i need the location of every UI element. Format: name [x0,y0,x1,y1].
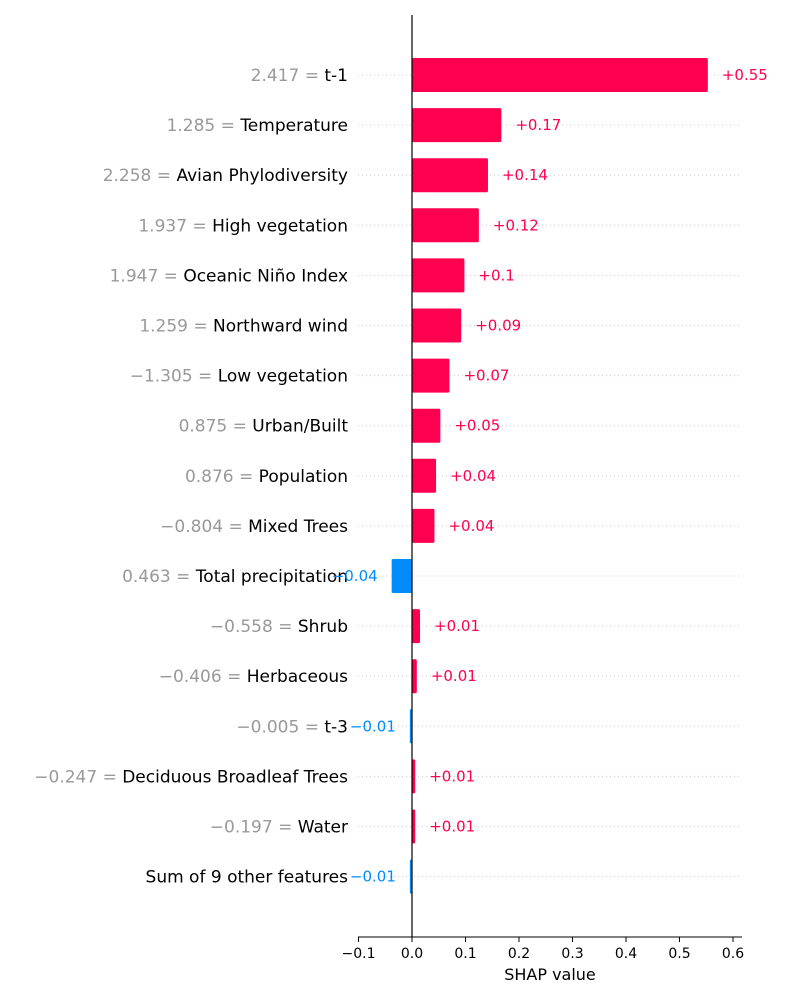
data-label: +0.01 [431,667,477,685]
bar-5 [412,308,462,343]
x-tick-label: −0.1 [342,946,376,962]
feature-label: 0.876 = Population [185,467,348,487]
x-axis-title: SHAP value [504,965,596,984]
feature-name: Shrub [298,617,348,637]
x-tick-label: 0.1 [454,946,476,962]
bar-3 [412,208,479,243]
feature-label: 2.258 = Avian Phylodiversity [103,166,348,186]
feature-value: 1.947 = [110,266,184,286]
feature-name: High vegetation [212,216,348,236]
data-label: +0.04 [450,467,496,485]
data-label: +0.05 [454,417,500,435]
feature-value: −0.197 = [210,818,298,838]
feature-value: −0.005 = [236,717,324,737]
x-tick-label: 0.3 [561,946,583,962]
feature-value: 1.937 = [138,216,212,236]
feature-value: 2.258 = [103,166,177,186]
feature-label: Sum of 9 other features [146,868,349,888]
feature-label: 1.937 = High vegetation [138,216,348,236]
data-label: +0.12 [493,216,539,234]
x-tick-label: 0.2 [508,946,530,962]
feature-label: −1.305 = Low vegetation [130,367,348,387]
bar-layer [391,58,708,894]
bar-15 [412,809,416,844]
data-label: +0.09 [475,317,521,335]
feature-label: 1.947 = Oceanic Niño Index [110,266,348,286]
feature-value: 0.875 = [179,417,253,437]
feature-label: 0.463 = Total precipitation [122,567,348,587]
feature-label: −0.247 = Deciduous Broadleaf Trees [34,767,348,787]
data-label: +0.07 [463,367,509,385]
bar-2 [412,158,488,193]
data-label: −0.04 [332,567,378,585]
feature-name: Water [298,818,348,838]
feature-name: t-3 [324,717,348,737]
bar-0 [412,58,708,92]
feature-name: Deciduous Broadleaf Trees [122,767,348,787]
feature-name: Avian Phylodiversity [176,166,348,186]
label-layer: 2.417 = t-1 +0.55 1.285 = Temperature +0.17… [34,66,768,888]
feature-label: −0.005 = t-3 [236,717,348,737]
feature-name: Total precipitation [195,567,348,587]
bar-4 [412,258,465,293]
tick-layer: −0.1 0.0 0.1 0.2 0.3 0.4 0.5 0.6 [342,937,744,962]
bar-9 [412,508,435,543]
bar-8 [412,458,437,493]
bar-1 [412,108,502,143]
feature-label: −0.406 = Herbaceous [159,667,348,687]
data-label: −0.01 [350,868,396,886]
x-tick-label: 0.6 [722,946,744,962]
data-label: +0.55 [722,66,768,84]
feature-label: 1.285 = Temperature [167,116,348,136]
data-label: +0.01 [434,617,480,635]
bar-12 [412,659,417,694]
data-label: +0.17 [515,116,561,134]
feature-label: −0.197 = Water [210,818,348,838]
x-tick-label: 0.0 [401,946,423,962]
feature-name: Temperature [239,116,348,136]
feature-value: −1.305 = [130,367,218,387]
feature-name: Mixed Trees [248,517,348,537]
data-label: +0.1 [478,266,514,284]
data-label: +0.04 [448,517,494,535]
feature-value: 0.876 = [185,467,259,487]
axis-layer [358,15,742,938]
feature-name: t-1 [324,66,348,86]
feature-name: Oceanic Niño Index [183,266,348,286]
feature-value: 0.463 = [122,567,196,587]
bar-14 [412,759,416,794]
feature-value: 1.259 = [139,317,213,337]
feature-value: −0.247 = [34,767,122,787]
feature-value: −0.558 = [210,617,298,637]
feature-value: −0.804 = [160,517,248,537]
feature-name: Northward wind [213,317,348,337]
feature-name: Urban/Built [252,417,348,437]
bar-10 [391,559,412,593]
bar-11 [412,609,421,644]
bar-7 [412,408,441,443]
x-tick-label: 0.4 [615,946,637,962]
feature-name: Sum of 9 other features [146,868,349,888]
feature-name: Low vegetation [218,367,348,387]
data-label: +0.01 [429,767,475,785]
feature-label: −0.558 = Shrub [210,617,348,637]
data-label: −0.01 [350,717,396,735]
feature-name: Herbaceous [247,667,348,687]
feature-value: 2.417 = [251,66,325,86]
data-label: +0.14 [502,166,548,184]
feature-label: 1.259 = Northward wind [139,317,348,337]
feature-name: Population [259,467,348,487]
feature-value: 1.285 = [167,116,241,136]
bar-6 [412,358,450,393]
feature-label: 2.417 = t-1 [251,66,348,86]
feature-label: −0.804 = Mixed Trees [160,517,348,537]
feature-value: −0.406 = [159,667,247,687]
feature-label: 0.875 = Urban/Built [179,417,349,437]
x-tick-label: 0.5 [668,946,690,962]
data-label: +0.01 [429,818,475,836]
